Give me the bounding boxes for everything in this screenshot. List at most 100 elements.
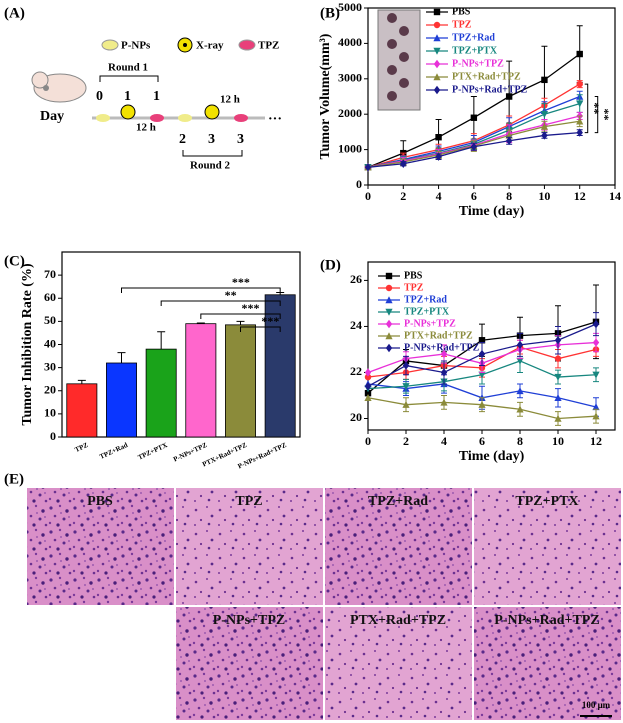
tpz-icon — [234, 114, 248, 122]
xray-icon — [120, 104, 136, 120]
group-label: P-NPs+Rad+TPZ — [494, 613, 599, 628]
panel-label: (B) — [320, 5, 340, 21]
marker — [402, 383, 410, 391]
marker — [435, 134, 442, 141]
x-axis-label: Time (day) — [459, 449, 525, 464]
bar — [185, 323, 217, 438]
legend-label: PTX+Rad+TPZ — [404, 330, 473, 341]
y-tick-label: 50 — [44, 313, 56, 327]
plot-frame — [61, 251, 301, 438]
bar — [66, 383, 98, 438]
legend-label: P-NPs — [121, 40, 151, 52]
inset-image — [377, 9, 421, 111]
marker — [592, 338, 600, 347]
xray-icon — [183, 43, 187, 47]
marker — [554, 355, 562, 362]
y-tick-label: 20 — [350, 410, 362, 424]
marker — [592, 412, 600, 420]
marker — [592, 319, 600, 329]
marker — [440, 398, 448, 406]
significance-label: ** — [225, 288, 237, 302]
y-tick-label: 30 — [44, 359, 56, 373]
round-label: Round 2 — [190, 160, 231, 172]
error-bar — [117, 352, 126, 363]
error-bar — [196, 322, 205, 324]
marker — [364, 163, 372, 172]
bracket — [182, 150, 243, 157]
legend-label: PBS — [452, 6, 471, 17]
tpz-icon — [150, 114, 164, 122]
marker — [364, 389, 372, 397]
x-tick-label: 6 — [479, 434, 485, 448]
panel-label: (E) — [4, 471, 24, 487]
x-tick-label: 12 — [590, 434, 602, 448]
day-number: 0 — [96, 89, 103, 104]
legend-label: TPZ+PTX — [404, 306, 450, 317]
x-tick-label: 14 — [609, 189, 621, 203]
inset-tumor — [387, 13, 397, 23]
scale-label: 100 μm — [582, 700, 611, 710]
x-tick-label: 2 — [400, 189, 406, 203]
x-tick-label: 0 — [365, 189, 371, 203]
marker — [364, 382, 372, 391]
marker — [385, 319, 393, 329]
legend-label: P-NPs+Rad+TPZ — [452, 84, 528, 95]
marker — [385, 308, 393, 316]
day-number: 1 — [124, 89, 131, 104]
significance-label: ** — [598, 109, 612, 121]
tpz-icon — [238, 39, 256, 51]
y-tick-label: 0 — [356, 177, 362, 191]
marker — [516, 405, 524, 413]
y-tick-label: 0 — [50, 429, 56, 443]
y-tick-label: 10 — [44, 406, 56, 420]
y-axis-label: Tumor Inhibition Rate (%) — [20, 263, 35, 426]
marker — [385, 332, 393, 340]
histology-image — [27, 488, 174, 605]
marker — [478, 349, 486, 359]
significance-label: *** — [261, 314, 279, 328]
round-label: Round 1 — [108, 62, 148, 74]
marker — [402, 361, 410, 370]
histology-image — [325, 488, 472, 605]
histology: (E) PBS TPZ TPZ+Rad TPZ+PTX P-NPs+TPZ PTX+Rad… — [4, 471, 621, 720]
significance-bracket — [594, 96, 599, 134]
marker — [470, 114, 478, 121]
marker — [470, 142, 478, 151]
y-tick-label: 3000 — [338, 71, 362, 85]
day-number: 1 — [153, 89, 160, 104]
y-tick-label: 22 — [350, 364, 362, 378]
y-tick-label: 40 — [44, 336, 56, 350]
significance-label: ** — [588, 102, 602, 114]
marker — [433, 85, 441, 95]
marker — [505, 93, 513, 100]
marker — [541, 131, 548, 140]
significance-bracket — [200, 313, 281, 319]
marker — [385, 272, 393, 280]
bar — [145, 348, 177, 438]
x-tick-label: 12 — [574, 189, 586, 203]
legend-label: TPZ — [452, 19, 472, 30]
x-tick-label: 0 — [365, 434, 371, 448]
x-axis-label: Time (day) — [459, 204, 525, 219]
legend-label: TPZ — [258, 40, 279, 52]
marker — [516, 357, 524, 365]
marker — [364, 368, 372, 377]
marker — [385, 296, 393, 304]
inset-tumor — [399, 26, 409, 36]
x-tick-label: 2 — [403, 434, 409, 448]
y-tick-label: 2000 — [338, 106, 362, 120]
panel-label: (D) — [320, 257, 341, 273]
marker — [435, 152, 442, 161]
p-nps-icon — [178, 114, 192, 122]
legend-label: P-NPs+TPZ — [452, 58, 504, 69]
marker — [516, 387, 524, 395]
marker — [433, 73, 441, 81]
x-tick-label: 8 — [517, 434, 523, 448]
y-tick-label: 24 — [350, 318, 362, 332]
error-bar — [77, 379, 86, 384]
inset-tumor — [387, 39, 397, 49]
p-nps-icon — [101, 39, 119, 51]
bracket — [99, 75, 159, 82]
interval: 12 h — [220, 94, 240, 106]
